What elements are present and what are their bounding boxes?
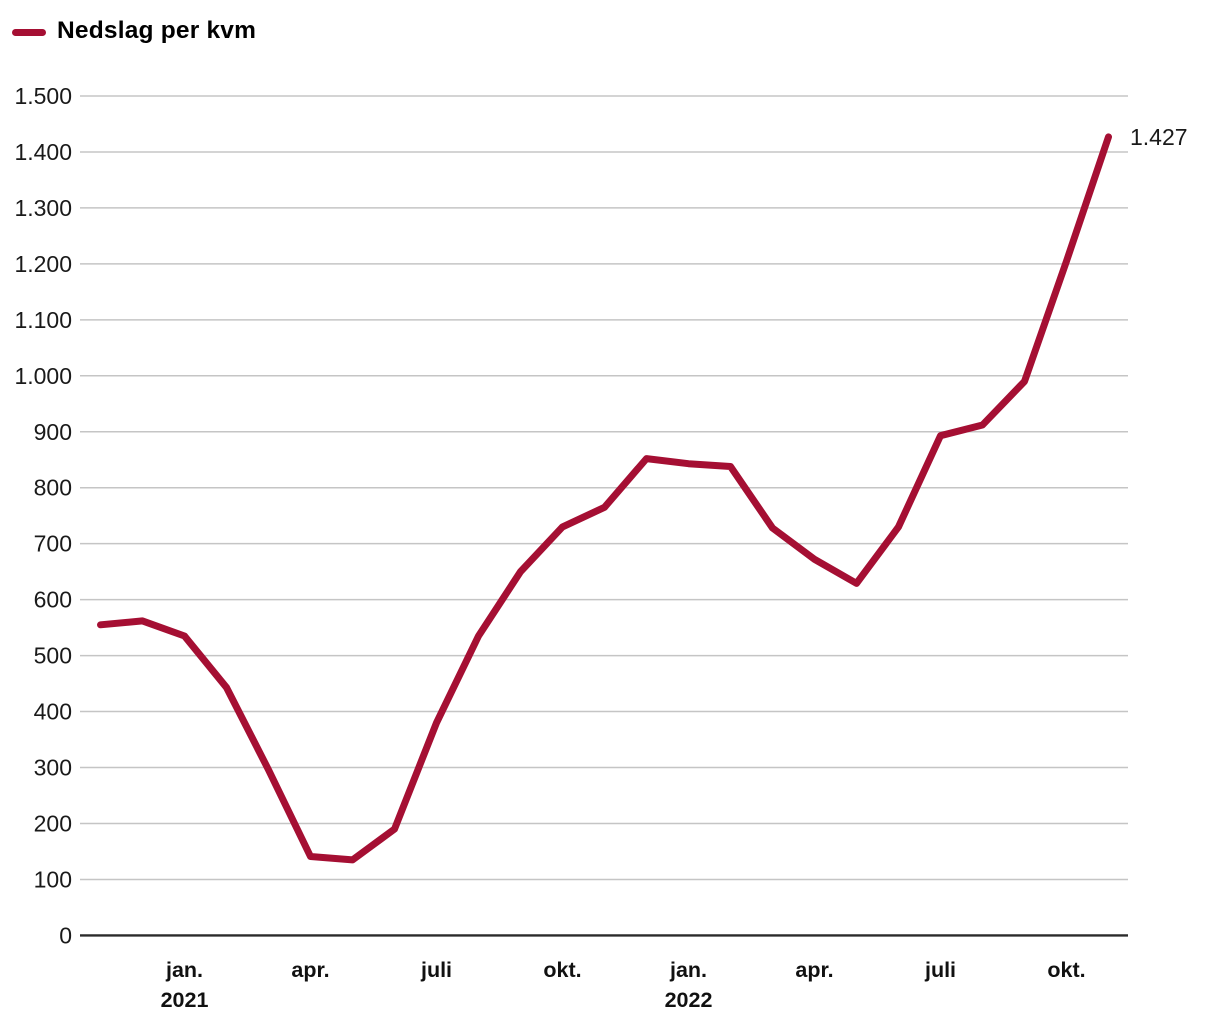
last-value-label: 1.427 [1130,124,1188,150]
gridlines [80,95,1128,937]
y-tick-label: 1.000 [14,363,72,389]
legend-line-swatch [12,28,46,36]
y-tick-label: 1.400 [14,139,72,165]
y-axis-labels: 0 100 200 300 400 500 600 700 800 900 1.000 1.100 1.… [14,83,72,948]
x-tick-label: okt. [543,958,581,982]
x-axis-labels: jan. 2021 apr. juli okt. jan. 2022 apr. juli okt. [161,958,1086,1012]
y-tick-label: 900 [34,419,72,445]
y-tick-label: 1.100 [14,307,72,333]
x-tick-label: jan. [165,958,203,982]
x-tick-label: jan. [669,958,707,982]
x-tick-label: okt. [1047,958,1085,982]
x-tick-year-label: 2021 [161,988,209,1012]
legend-label: Nedslag per kvm [57,17,257,44]
y-tick-label: 100 [34,866,72,892]
y-tick-label: 600 [34,587,72,613]
y-tick-label: 400 [34,699,72,725]
y-tick-label: 1.300 [14,195,72,221]
x-tick-label: juli [420,958,452,982]
y-tick-label: 1.200 [14,251,72,277]
y-tick-label: 200 [34,810,72,836]
y-tick-label: 700 [34,531,72,557]
y-tick-label: 1.500 [14,83,72,109]
legend: Nedslag per kvm [12,17,257,46]
y-tick-label: 500 [34,643,72,669]
series-line [97,133,1112,864]
x-tick-label: juli [924,958,956,982]
x-tick-year-label: 2022 [665,988,713,1012]
y-tick-label: 0 [59,922,72,948]
x-tick-label: apr. [795,958,833,982]
x-tick-label: apr. [291,958,329,982]
y-tick-label: 300 [34,755,72,781]
y-tick-label: 800 [34,475,72,501]
